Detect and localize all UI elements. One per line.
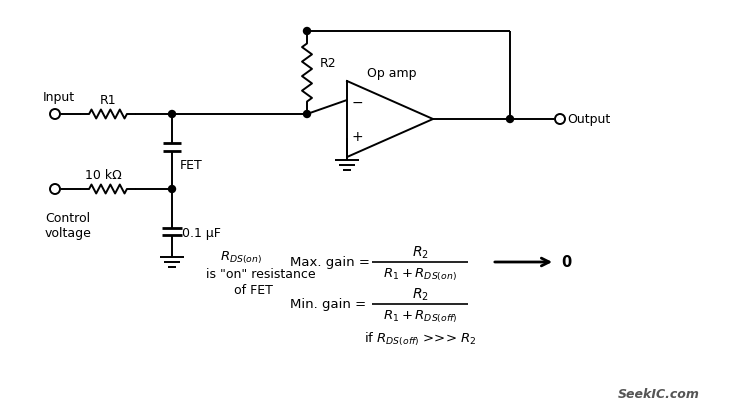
Circle shape	[50, 110, 60, 120]
Circle shape	[304, 111, 310, 118]
Text: $R_1 + R_{DS(off)}$: $R_1 + R_{DS(off)}$	[382, 308, 458, 324]
Circle shape	[555, 115, 565, 125]
Circle shape	[304, 29, 310, 36]
Text: 0.1 μF: 0.1 μF	[182, 227, 221, 240]
Text: if $R_{DS(off)}$ >>> $R_2$: if $R_{DS(off)}$ >>> $R_2$	[364, 330, 476, 347]
Circle shape	[50, 184, 60, 195]
Text: of FET: of FET	[234, 284, 273, 297]
Text: Min. gain =: Min. gain =	[290, 298, 366, 311]
Text: Op amp: Op amp	[368, 67, 417, 80]
Text: $R_1 + R_{DS(on)}$: $R_1 + R_{DS(on)}$	[383, 266, 457, 283]
Text: is "on" resistance: is "on" resistance	[206, 268, 315, 281]
Text: R1: R1	[100, 94, 116, 107]
Text: 0: 0	[561, 255, 571, 270]
Text: +: +	[351, 130, 363, 144]
Text: $R_2$: $R_2$	[411, 244, 429, 261]
Text: −: −	[351, 96, 363, 110]
Text: SeekIC.com: SeekIC.com	[618, 388, 700, 400]
Circle shape	[507, 116, 513, 123]
Text: R2: R2	[320, 57, 336, 70]
Circle shape	[168, 186, 176, 193]
Text: $R_2$: $R_2$	[411, 286, 429, 303]
Text: Output: Output	[567, 113, 610, 126]
Text: 10 kΩ: 10 kΩ	[85, 169, 121, 182]
Circle shape	[168, 111, 176, 118]
Text: FET: FET	[180, 159, 203, 172]
Text: Max. gain =: Max. gain =	[290, 256, 370, 269]
Text: Input: Input	[43, 90, 75, 103]
Text: $R_{DS(on)}$: $R_{DS(on)}$	[219, 249, 262, 265]
Text: Control
voltage: Control voltage	[45, 211, 92, 239]
